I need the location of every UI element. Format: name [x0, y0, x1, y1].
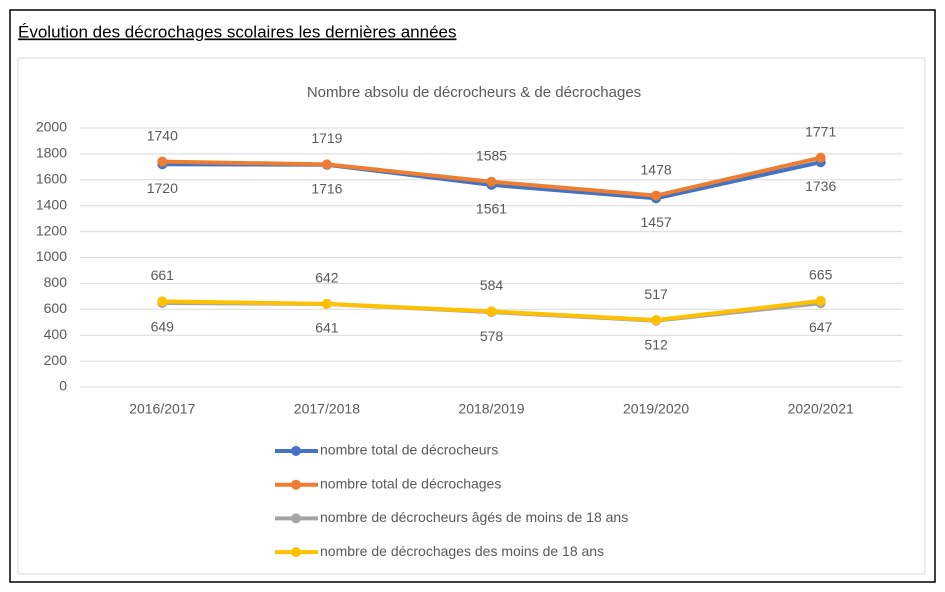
data-point: [651, 315, 662, 326]
legend-marker: [291, 547, 301, 558]
data-label: 1478: [641, 161, 672, 177]
data-point: [651, 190, 662, 201]
y-tick-label: 0: [59, 378, 67, 394]
y-tick-label: 1800: [36, 145, 67, 161]
data-point: [486, 176, 497, 187]
legend-label: nombre de décrocheurs âgés de moins de 1…: [320, 509, 628, 525]
data-point: [321, 159, 332, 170]
legend-label: nombre de décrochages des moins de 18 an…: [320, 543, 604, 559]
legend-label: nombre total de décrocheurs: [320, 442, 498, 458]
data-label: 1740: [147, 127, 178, 143]
data-label: 584: [480, 277, 504, 293]
y-tick-label: 1200: [36, 222, 67, 238]
data-label: 649: [151, 319, 175, 335]
data-label: 1585: [476, 147, 507, 163]
y-tick-label: 400: [44, 326, 68, 342]
legend-marker: [291, 479, 301, 490]
data-point: [815, 295, 826, 306]
data-point: [157, 156, 168, 167]
legend-marker: [291, 446, 301, 456]
x-tick-label: 2019/2020: [623, 401, 689, 417]
data-point: [486, 306, 497, 317]
y-tick-label: 2000: [36, 119, 67, 135]
data-label: 641: [315, 320, 339, 336]
data-point: [157, 296, 168, 307]
y-tick-label: 600: [44, 300, 68, 316]
x-tick-label: 2020/2021: [788, 401, 854, 417]
data-label: 1719: [311, 130, 342, 146]
data-point: [815, 152, 826, 163]
data-label: 512: [644, 336, 668, 352]
x-tick-label: 2017/2018: [294, 401, 360, 417]
data-label: 642: [315, 270, 339, 286]
heading: Évolution des décrochages scolaires les …: [18, 22, 456, 41]
data-label: 1736: [805, 178, 836, 194]
data-label: 578: [480, 328, 504, 344]
x-tick-label: 2016/2017: [129, 401, 195, 417]
x-tick-label: 2018/2019: [458, 401, 524, 417]
data-label: 517: [644, 286, 668, 302]
data-label: 661: [151, 267, 175, 283]
data-label: 1716: [311, 180, 342, 196]
data-label: 1457: [641, 214, 672, 230]
chart-area: [17, 57, 926, 575]
data-point: [321, 298, 332, 309]
data-label: 665: [809, 267, 833, 283]
y-tick-label: 200: [44, 352, 68, 368]
data-label: 647: [809, 319, 833, 335]
data-label: 1720: [147, 180, 178, 196]
y-tick-label: 1600: [36, 171, 67, 187]
legend-label: nombre total de décrochages: [320, 475, 501, 491]
y-tick-label: 1400: [36, 196, 67, 212]
data-label: 1561: [476, 201, 507, 217]
data-label: 1771: [805, 123, 836, 139]
legend-marker: [291, 513, 301, 524]
y-tick-label: 1000: [36, 248, 67, 264]
y-tick-label: 800: [44, 274, 68, 290]
chart-title: Nombre absolu de décrocheurs & de décroc…: [307, 84, 641, 101]
